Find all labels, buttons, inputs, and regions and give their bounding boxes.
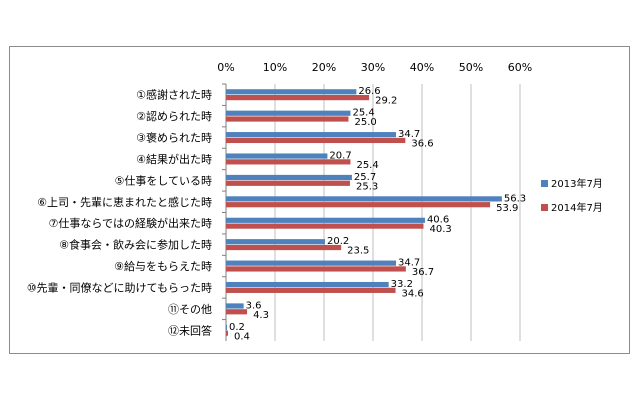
data-label: 23.5 — [347, 246, 369, 257]
data-label: 33.2 — [391, 279, 413, 290]
legend-label: 2014年7月 — [551, 201, 603, 214]
x-tick-label: 30% — [361, 61, 385, 74]
category-label: ③褒められた時 — [136, 131, 212, 145]
data-label: 0.4 — [234, 331, 250, 342]
bar-2014 — [226, 244, 342, 251]
data-label: 25.4 — [352, 108, 374, 119]
x-axis-ticks: 0% 10% 20% 30% 40% 50% 60% — [217, 61, 532, 74]
data-label: 4.3 — [253, 310, 269, 321]
category-label: ⑨給与をもらえた時 — [114, 259, 212, 273]
category-label: ⑧食事会・飲み会に参加した時 — [59, 238, 212, 252]
category-label: ②認められた時 — [136, 109, 212, 123]
category-label: ⑩先輩・同僚などに助けてもらった時 — [27, 280, 212, 294]
bars — [226, 89, 502, 336]
data-label: 3.6 — [246, 300, 262, 311]
bar-2014 — [226, 116, 349, 122]
gridlines — [222, 83, 521, 341]
x-tick-label: 20% — [312, 61, 336, 74]
bar-2014 — [226, 159, 351, 165]
bar-2014 — [226, 95, 370, 101]
bar-2014 — [226, 287, 396, 293]
bar-2014 — [226, 202, 491, 208]
bar-2013 — [226, 217, 425, 223]
bar-2014 — [226, 266, 406, 272]
legend-label: 2013年7月 — [551, 177, 603, 190]
category-label: ⑫未回答 — [168, 323, 212, 337]
x-tick-label: 50% — [459, 61, 483, 74]
bar-2013 — [226, 239, 325, 245]
bar-2013 — [226, 260, 397, 266]
bar-2014 — [226, 223, 424, 229]
x-tick-label: 60% — [508, 61, 532, 74]
category-label: ④結果が出た時 — [136, 152, 212, 166]
data-label: 40.6 — [427, 215, 449, 226]
category-labels: ①感謝された時 ②認められた時 ③褒められた時 ④結果が出た時 ⑤仕事をしている時 ⑥上司… — [27, 88, 212, 338]
data-label: 25.4 — [356, 160, 378, 171]
bar-2013 — [226, 324, 227, 330]
bar-2013 — [226, 132, 397, 138]
x-tick-label: 40% — [410, 61, 434, 74]
data-label: 53.9 — [496, 203, 518, 214]
x-tick-label: 0% — [217, 61, 234, 74]
data-label: 26.6 — [358, 86, 380, 97]
bar-2014 — [226, 180, 350, 186]
bar-2013 — [226, 303, 244, 309]
category-label: ⑤仕事をしている時 — [114, 174, 212, 187]
bar-2014 — [226, 137, 406, 144]
legend-swatch-2013 — [541, 180, 548, 187]
bar-2013 — [226, 89, 357, 95]
category-label: ⑪その他 — [168, 303, 212, 316]
bar-2013 — [226, 281, 389, 288]
bar-2013 — [226, 110, 351, 116]
data-labels: 26.629.225.425.034.736.620.725.425.725.3… — [229, 86, 526, 342]
data-label: 40.3 — [429, 224, 451, 235]
x-tick-label: 10% — [263, 61, 287, 74]
data-label: 34.7 — [398, 129, 420, 140]
data-label: 56.3 — [504, 193, 526, 204]
data-label: 20.7 — [329, 150, 351, 161]
bar-2013 — [226, 196, 502, 202]
data-label: 25.0 — [355, 117, 377, 128]
bar-2014 — [226, 309, 248, 315]
category-label: ①感謝された時 — [136, 88, 212, 102]
data-label: 36.7 — [412, 267, 434, 278]
data-label: 34.6 — [402, 288, 424, 299]
data-label: 36.6 — [411, 139, 433, 150]
bar-2014 — [226, 330, 228, 336]
data-label: 34.7 — [398, 258, 420, 269]
category-label: ⑥上司・先輩に恵まれたと感じた時 — [37, 195, 212, 209]
legend-swatch-2014 — [541, 204, 548, 211]
bar-2013 — [226, 174, 352, 181]
data-label: 25.3 — [356, 181, 378, 192]
legend: 2013年7月 2014年7月 — [541, 177, 603, 214]
data-label: 25.7 — [354, 172, 376, 183]
category-label: ⑦仕事ならではの経験が出来た時 — [48, 216, 212, 230]
bar-2013 — [226, 153, 328, 159]
data-label: 29.2 — [375, 96, 397, 107]
data-label: 20.2 — [327, 236, 349, 247]
data-label: 0.2 — [229, 322, 245, 333]
